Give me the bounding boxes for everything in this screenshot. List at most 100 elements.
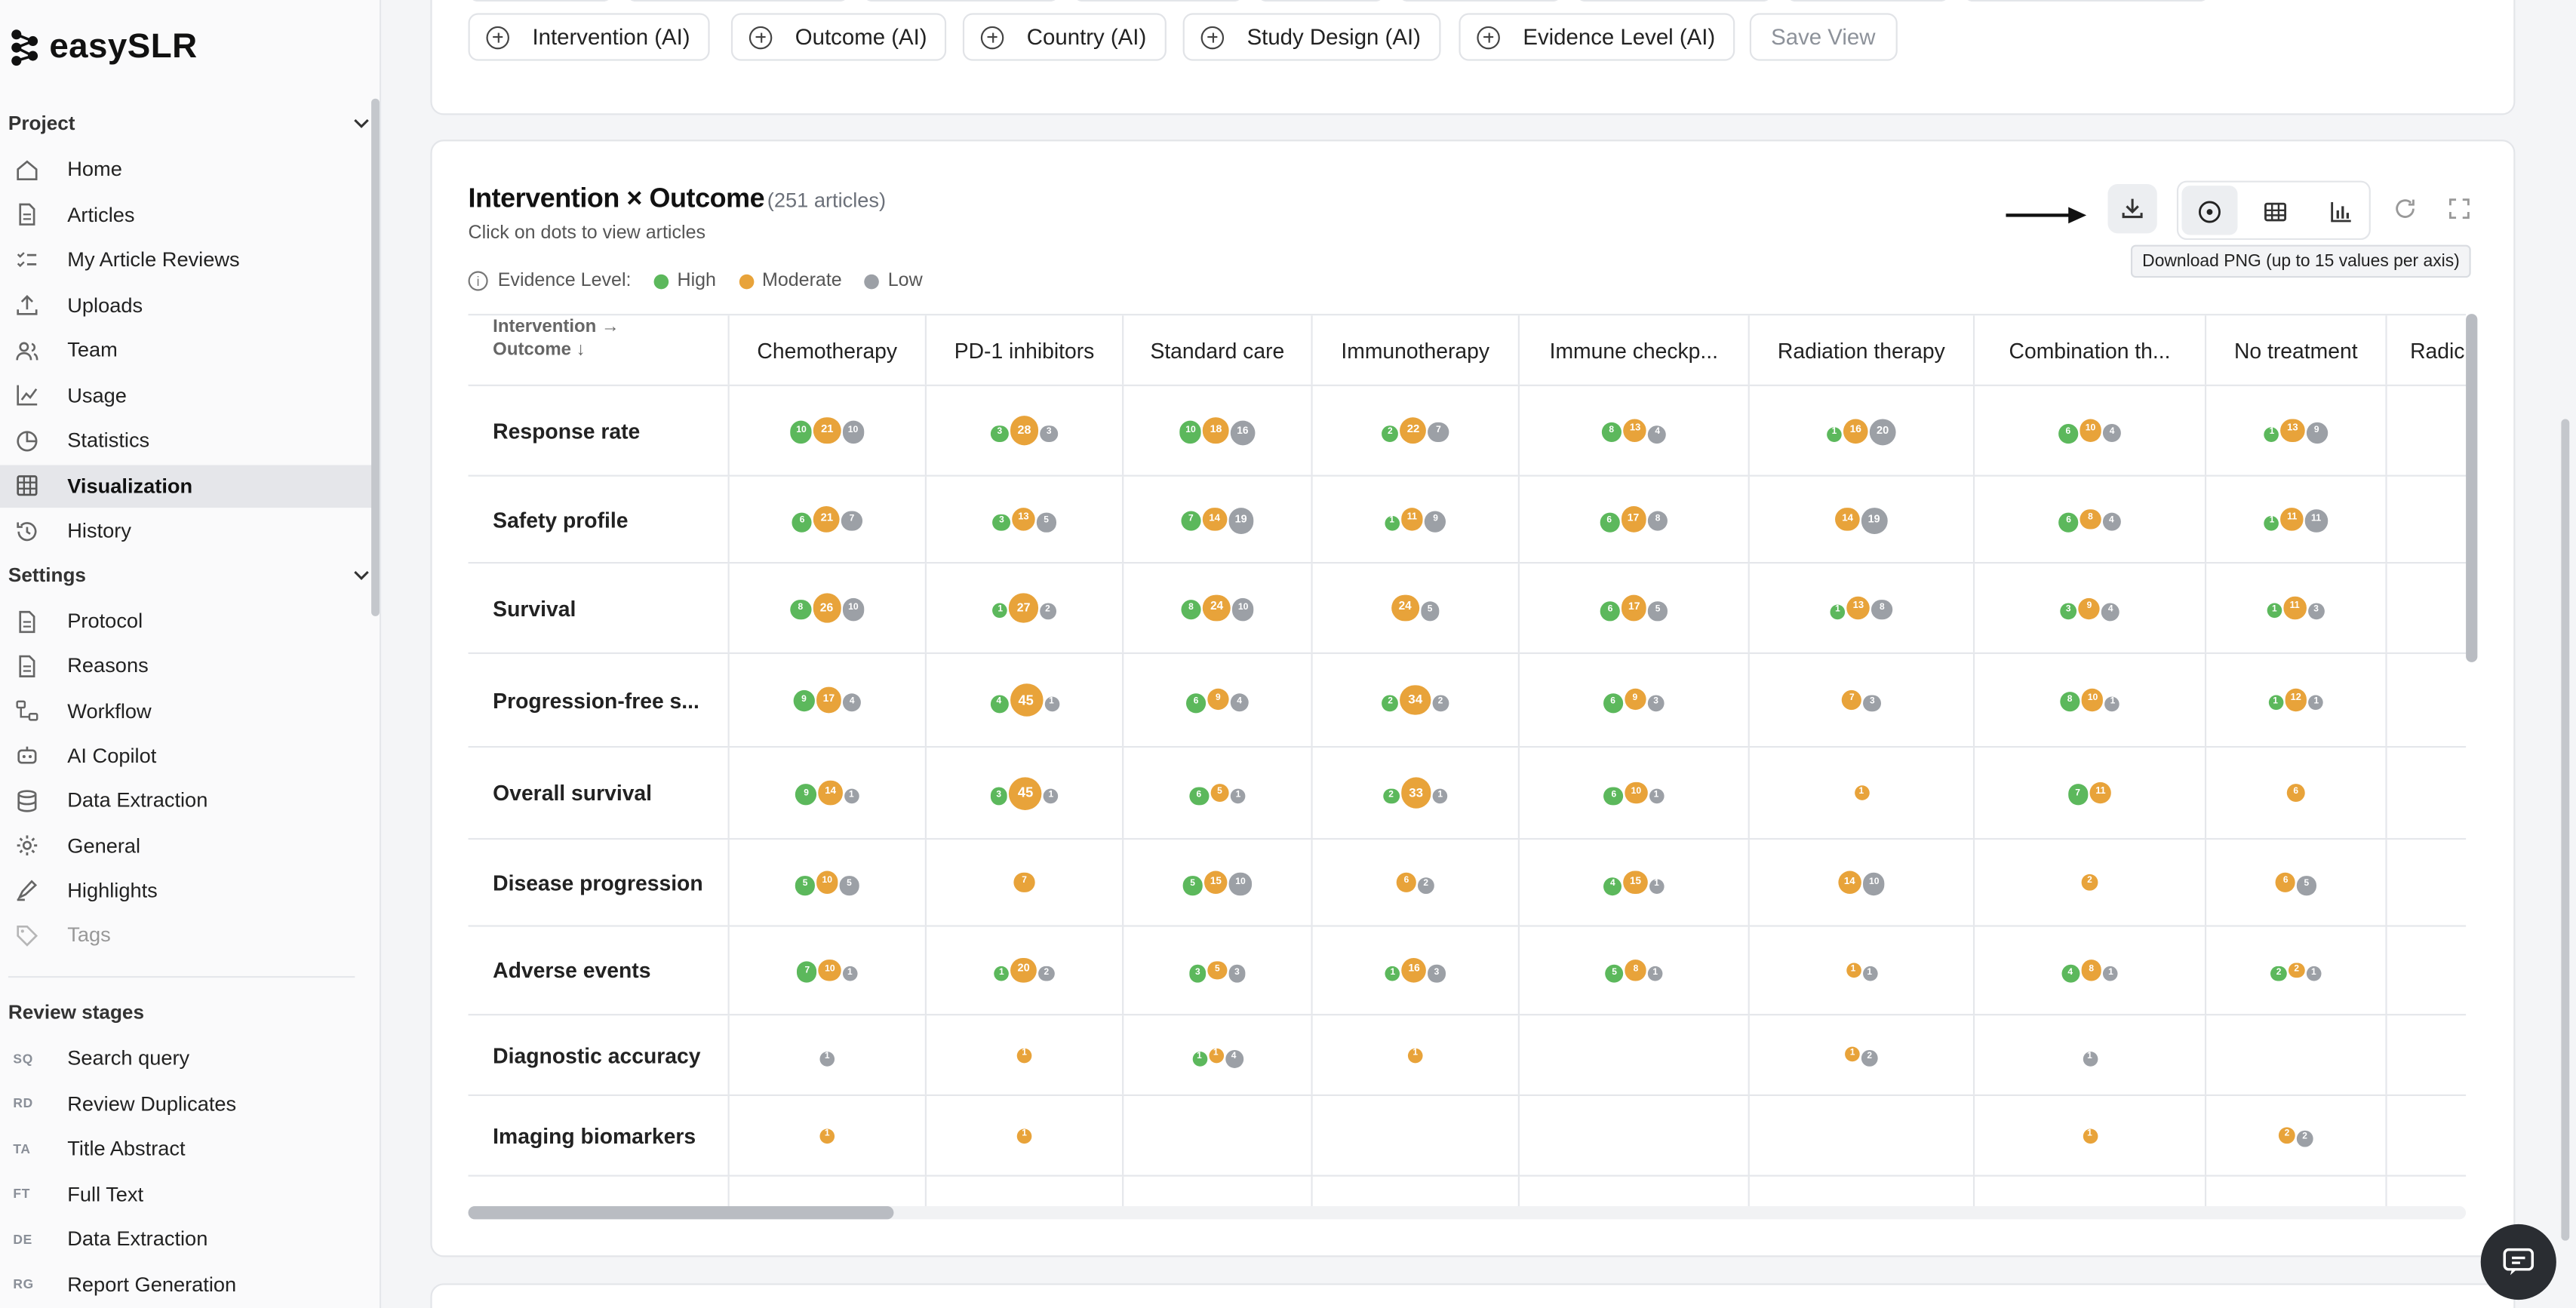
evidence-dot-low[interactable]: 1 xyxy=(2309,695,2324,711)
stage-review-duplicates[interactable]: RD Review Duplicates xyxy=(0,1082,371,1125)
evidence-dot-high[interactable]: 1 xyxy=(994,966,1010,981)
column-header[interactable]: Radiation therapy xyxy=(1750,315,1975,385)
evidence-dot-moderate[interactable]: 10 xyxy=(2079,419,2101,442)
evidence-dot-moderate[interactable]: 10 xyxy=(2082,689,2104,711)
grid-horizontal-scrollbar[interactable] xyxy=(468,1205,2467,1220)
download-png-button[interactable] xyxy=(2107,183,2157,234)
evidence-dot-moderate[interactable]: 18 xyxy=(1203,417,1229,444)
evidence-dot-high[interactable]: 1 xyxy=(1191,1051,1207,1066)
evidence-dot-moderate[interactable]: 1 xyxy=(1016,1128,1032,1144)
evidence-dot-low[interactable]: 1 xyxy=(2082,1051,2098,1066)
evidence-dot-moderate[interactable]: 10 xyxy=(1625,781,1647,804)
column-header[interactable]: Radic xyxy=(2387,315,2467,384)
evidence-dot-high[interactable]: 10 xyxy=(1179,421,1202,444)
evidence-dot-high[interactable]: 3 xyxy=(993,514,1010,532)
evidence-dot-high[interactable]: 8 xyxy=(2059,691,2080,712)
row-label[interactable]: Adverse events xyxy=(469,926,730,1015)
evidence-dot-moderate[interactable]: 8 xyxy=(2080,508,2101,530)
stage-data-extraction[interactable]: DE Data Extraction xyxy=(0,1217,371,1260)
save-view-button[interactable]: Save View xyxy=(1749,13,1897,61)
evidence-dot-moderate[interactable]: 45 xyxy=(1009,776,1042,809)
evidence-dot-moderate[interactable]: 34 xyxy=(1400,684,1431,716)
sidebar-item-ai-copilot[interactable]: AI Copilot xyxy=(0,735,371,778)
evidence-dot-moderate[interactable]: 9 xyxy=(1207,689,1229,711)
evidence-dot-high[interactable]: 1 xyxy=(2267,695,2283,711)
chart-view-button[interactable] xyxy=(2316,187,2365,236)
evidence-dot-high[interactable]: 3 xyxy=(990,788,1008,805)
evidence-dot-low[interactable]: 10 xyxy=(842,421,865,444)
fullscreen-button[interactable] xyxy=(2435,184,2484,233)
evidence-dot-moderate[interactable]: 22 xyxy=(1400,416,1427,444)
sidebar-item-tags[interactable]: Tags xyxy=(0,913,371,956)
evidence-dot-high[interactable]: 1 xyxy=(2264,514,2279,530)
evidence-dot-moderate[interactable]: 2 xyxy=(2279,1127,2295,1144)
evidence-dot-high[interactable]: 7 xyxy=(1180,511,1201,531)
evidence-dot-low[interactable]: 4 xyxy=(2102,513,2121,532)
evidence-dot-high[interactable]: 6 xyxy=(1600,601,1621,622)
evidence-dot-low[interactable]: 10 xyxy=(1232,598,1255,621)
stage-search-query[interactable]: SQ Search query xyxy=(0,1037,371,1080)
evidence-dot-high[interactable]: 8 xyxy=(1600,422,1622,443)
evidence-dot-low[interactable]: 4 xyxy=(2103,425,2122,444)
evidence-dot-moderate[interactable]: 14 xyxy=(1835,507,1860,532)
column-header[interactable]: Chemotherapy xyxy=(730,315,927,385)
evidence-dot-moderate[interactable]: 15 xyxy=(1623,870,1648,895)
sidebar-item-usage[interactable]: Usage xyxy=(0,374,371,417)
evidence-dot-moderate[interactable]: 11 xyxy=(1400,508,1424,531)
evidence-dot-low[interactable]: 3 xyxy=(1040,425,1058,443)
sidebar-item-statistics[interactable]: Statistics xyxy=(0,419,371,462)
evidence-dot-high[interactable]: 6 xyxy=(792,512,813,533)
evidence-dot-moderate[interactable]: 1 xyxy=(819,1128,835,1144)
row-label[interactable]: Diagnostic accuracy xyxy=(469,1015,730,1095)
evidence-dot-moderate[interactable]: 8 xyxy=(1625,960,1646,981)
evidence-dot-moderate[interactable]: 17 xyxy=(1622,595,1647,621)
evidence-dot-low[interactable]: 2 xyxy=(1432,695,1449,712)
evidence-dot-low[interactable]: 2 xyxy=(2296,1130,2313,1147)
row-label[interactable]: Response rate xyxy=(469,385,730,475)
evidence-dot-low[interactable]: 1 xyxy=(1649,788,1664,804)
evidence-dot-low[interactable]: 10 xyxy=(1229,873,1252,895)
evidence-dot-high[interactable]: 9 xyxy=(795,784,817,806)
evidence-dot-moderate[interactable]: 24 xyxy=(1391,594,1419,622)
evidence-dot-low[interactable]: 4 xyxy=(1230,694,1249,713)
evidence-dot-high[interactable]: 6 xyxy=(2058,512,2079,533)
row-label[interactable]: Disease progression xyxy=(469,840,730,926)
evidence-dot-moderate[interactable]: 16 xyxy=(1843,418,1868,444)
evidence-dot-moderate[interactable]: 28 xyxy=(1010,416,1039,445)
filter-chip-country-ai[interactable]: Country (AI) xyxy=(962,13,1167,61)
filter-chip-evidence-level-ai[interactable]: Evidence Level (AI) xyxy=(1459,13,1735,61)
evidence-dot-high[interactable]: 6 xyxy=(1188,786,1209,806)
evidence-dot-moderate[interactable]: 5 xyxy=(1207,960,1227,980)
evidence-dot-high[interactable]: 1 xyxy=(1827,426,1842,441)
evidence-dot-high[interactable]: 2 xyxy=(1382,425,1399,442)
evidence-dot-moderate[interactable]: 45 xyxy=(1009,683,1043,717)
evidence-dot-moderate[interactable]: 1 xyxy=(1016,1047,1032,1063)
evidence-dot-low[interactable]: 1 xyxy=(819,1051,835,1066)
chat-button[interactable] xyxy=(2480,1224,2556,1300)
evidence-dot-low[interactable]: 19 xyxy=(1228,508,1254,534)
refresh-button[interactable] xyxy=(2381,184,2430,233)
evidence-dot-low[interactable]: 2 xyxy=(1861,1050,1878,1067)
evidence-dot-moderate[interactable]: 21 xyxy=(813,505,841,533)
row-label[interactable]: Safety profile xyxy=(469,476,730,563)
evidence-dot-moderate[interactable]: 14 xyxy=(1202,507,1227,532)
evidence-dot-high[interactable]: 7 xyxy=(797,962,818,982)
evidence-dot-moderate[interactable]: 27 xyxy=(1009,594,1038,622)
evidence-dot-low[interactable]: 1 xyxy=(1044,695,1059,711)
evidence-dot-low[interactable]: 4 xyxy=(1648,425,1667,444)
evidence-dot-low[interactable]: 11 xyxy=(2304,509,2328,533)
evidence-dot-low[interactable]: 5 xyxy=(1037,513,1056,533)
sidebar-item-history[interactable]: History xyxy=(0,509,371,552)
evidence-dot-moderate[interactable]: 17 xyxy=(1620,506,1646,532)
evidence-dot-moderate[interactable]: 1 xyxy=(1854,785,1869,800)
filter-chip-intervention-ai[interactable]: Intervention (AI) xyxy=(468,13,710,61)
evidence-dot-low[interactable]: 7 xyxy=(1428,422,1449,443)
evidence-dot-low[interactable]: 1 xyxy=(1231,788,1246,804)
evidence-dot-low[interactable]: 1 xyxy=(844,788,859,804)
evidence-dot-high[interactable]: 2 xyxy=(1382,695,1399,712)
evidence-dot-high[interactable]: 7 xyxy=(2067,784,2088,805)
evidence-dot-low[interactable]: 1 xyxy=(1649,878,1665,893)
evidence-dot-low[interactable]: 4 xyxy=(1225,1049,1243,1067)
evidence-dot-high[interactable]: 5 xyxy=(1605,964,1625,984)
evidence-dot-moderate[interactable]: 6 xyxy=(1397,872,1416,892)
